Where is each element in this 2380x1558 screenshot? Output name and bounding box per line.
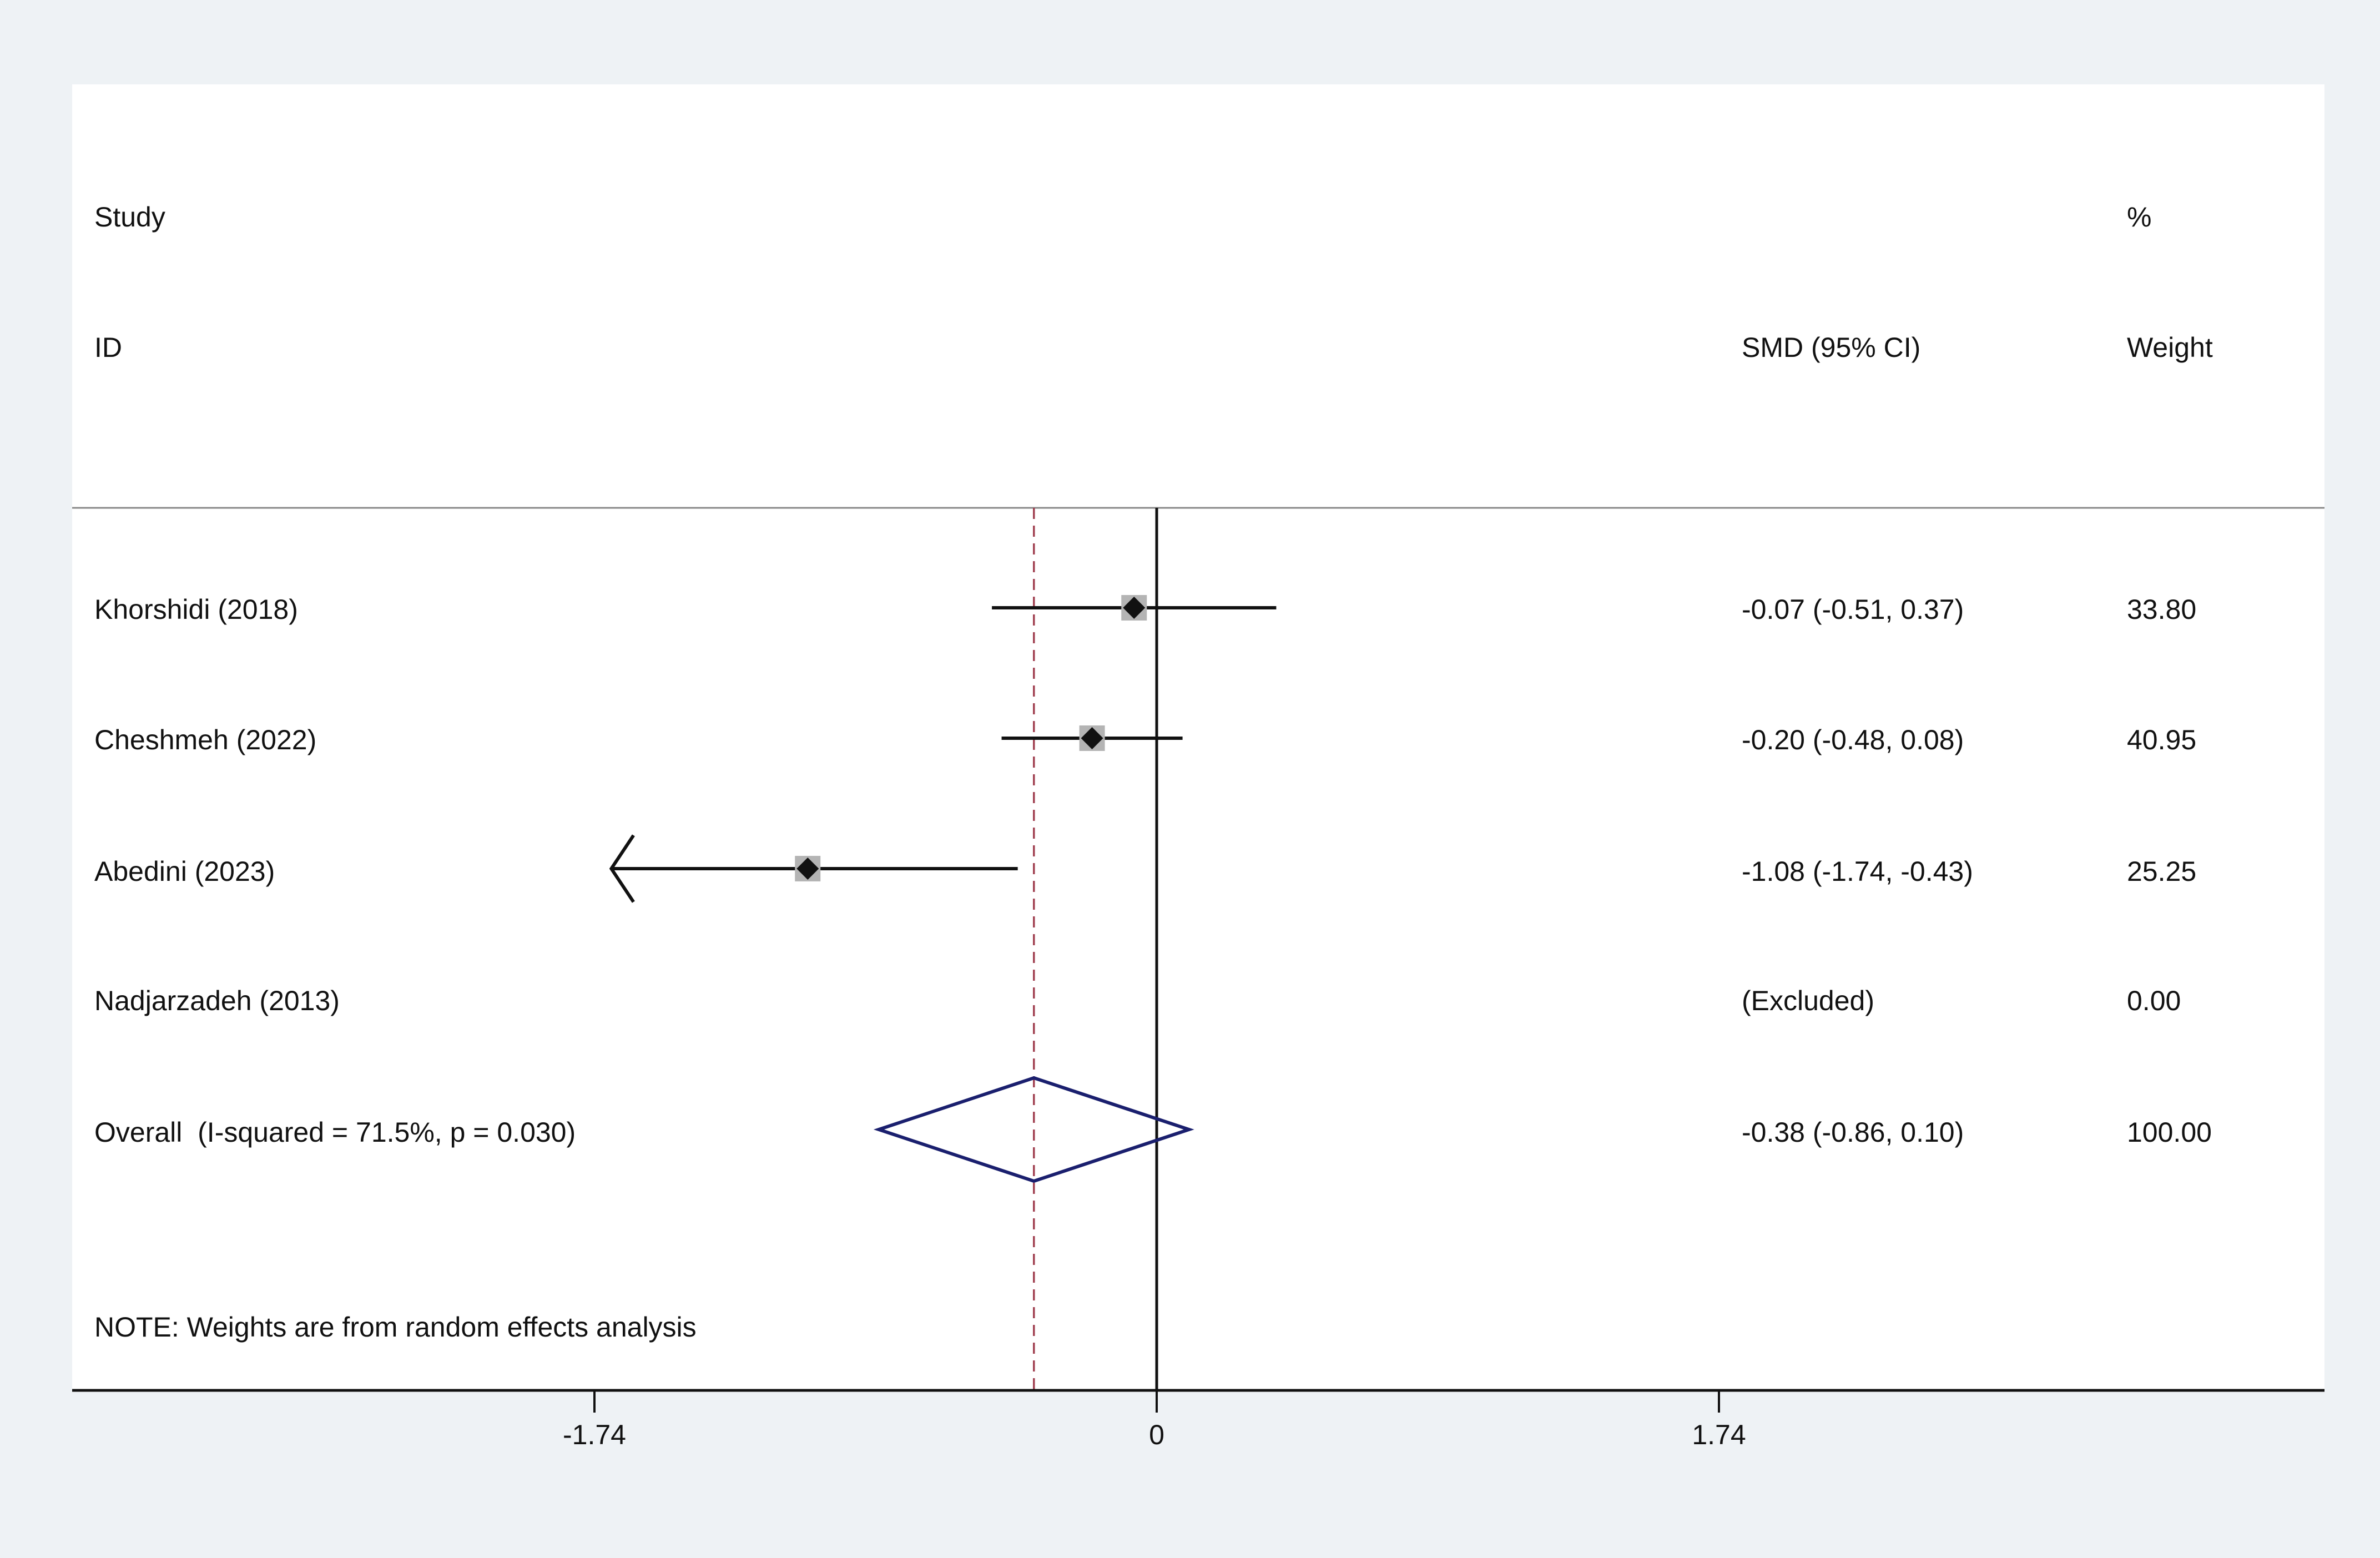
x-tick-label: -1.74 xyxy=(563,1419,626,1450)
study-ci-text: -0.20 (-0.48, 0.08) xyxy=(1742,724,1964,755)
overall-ci-text: -0.38 (-0.86, 0.10) xyxy=(1742,1117,1964,1148)
point-estimate xyxy=(796,858,819,880)
header-id: ID xyxy=(94,332,122,363)
ci-clip-arrow xyxy=(609,834,635,903)
study-label: Khorshidi (2018) xyxy=(94,594,298,625)
x-tick-label: 0 xyxy=(1149,1419,1164,1450)
study-ci-text: -0.07 (-0.51, 0.37) xyxy=(1742,594,1964,625)
study-weight-text: 25.25 xyxy=(2127,856,2196,887)
header-study: Study xyxy=(94,201,165,233)
weights-note: NOTE: Weights are from random effects an… xyxy=(94,1312,697,1343)
study-ci-text: (Excluded) xyxy=(1742,985,1874,1016)
header-percent: % xyxy=(2127,201,2151,233)
study-label: Abedini (2023) xyxy=(94,856,275,887)
overall-diamond xyxy=(873,1076,1194,1183)
overall-weight-text: 100.00 xyxy=(2127,1117,2212,1148)
study-weight-text: 40.95 xyxy=(2127,724,2196,755)
x-tick-label: 1.74 xyxy=(1692,1419,1746,1450)
overall-label: Overall (I-squared = 71.5%, p = 0.030) xyxy=(94,1117,576,1148)
plot-background xyxy=(72,84,2324,1392)
header-effect: SMD (95% CI) xyxy=(1742,332,1920,363)
study-label: Nadjarzadeh (2013) xyxy=(94,985,340,1016)
point-estimate xyxy=(1123,597,1146,619)
x-axis-ticks: -1.74 0 1.74 xyxy=(563,1390,1746,1450)
study-label: Cheshmeh (2022) xyxy=(94,724,316,755)
study-weight-text: 0.00 xyxy=(2127,985,2181,1016)
study-weight-text: 33.80 xyxy=(2127,594,2196,625)
header-weight: Weight xyxy=(2127,332,2213,363)
point-estimate xyxy=(1081,727,1103,749)
plot-marks xyxy=(609,508,1277,1390)
study-ci-text: -1.08 (-1.74, -0.43) xyxy=(1742,856,1973,887)
